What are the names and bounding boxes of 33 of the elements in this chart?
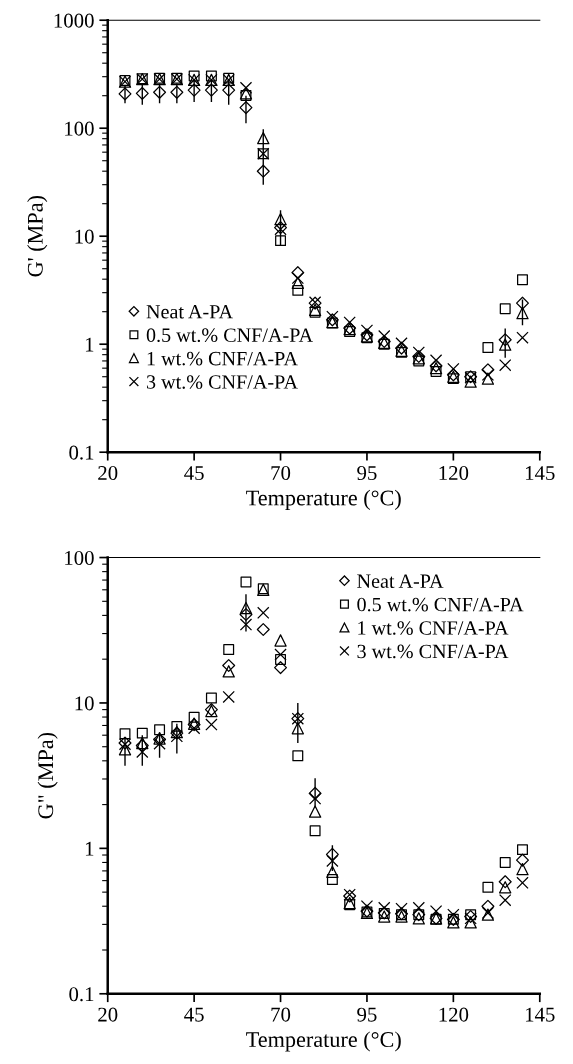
y-tick-label: 0.1 [69,987,94,1002]
y-tick-label: 100 [65,550,94,565]
y-tick-label: 0.1 [69,445,94,460]
x-tick-label: 95 [357,1007,377,1022]
x-tick-label: 145 [525,1007,555,1022]
x-tick-label: 95 [357,466,377,481]
x-tick-label: 45 [184,1007,204,1022]
x-tick-label: 120 [439,1007,469,1022]
y-tick-label: 1000 [54,13,94,28]
legend-label: 0.5 wt.% CNF/A-PA [357,597,524,612]
x-tick-label: 145 [525,466,555,481]
y-tick-label: 10 [75,696,94,711]
y-tick-label: 1 [85,337,94,352]
y-axis-title: G" (MPa) [37,732,58,819]
x-tick-label: 70 [271,1007,291,1022]
x-axis-title: Temperature (°C) [246,1031,401,1052]
legend-label: 3 wt.% CNF/A-PA [146,375,298,389]
y-tick-label: 10 [75,229,94,244]
y-axis-title: G' (MPa) [27,195,48,277]
legend-label: Neat A-PA [357,574,444,588]
x-tick-label: 45 [184,466,204,481]
legend-label: Neat A-PA [146,305,233,319]
legend-label: 3 wt.% CNF/A-PA [357,644,509,659]
x-tick-label: 120 [439,466,469,481]
legend-label: 0.5 wt.% CNF/A-PA [146,328,313,343]
legend-label: 1 wt.% CNF/A-PA [147,351,298,366]
x-tick-label: 70 [271,466,291,481]
x-axis-title: Temperature (°C) [246,489,401,510]
y-tick-label: 1 [85,841,94,856]
x-tick-label: 20 [98,1007,118,1022]
x-tick-label: 20 [98,466,118,481]
y-tick-label: 100 [65,121,94,136]
legend-label: 1 wt.% CNF/A-PA [358,621,509,635]
